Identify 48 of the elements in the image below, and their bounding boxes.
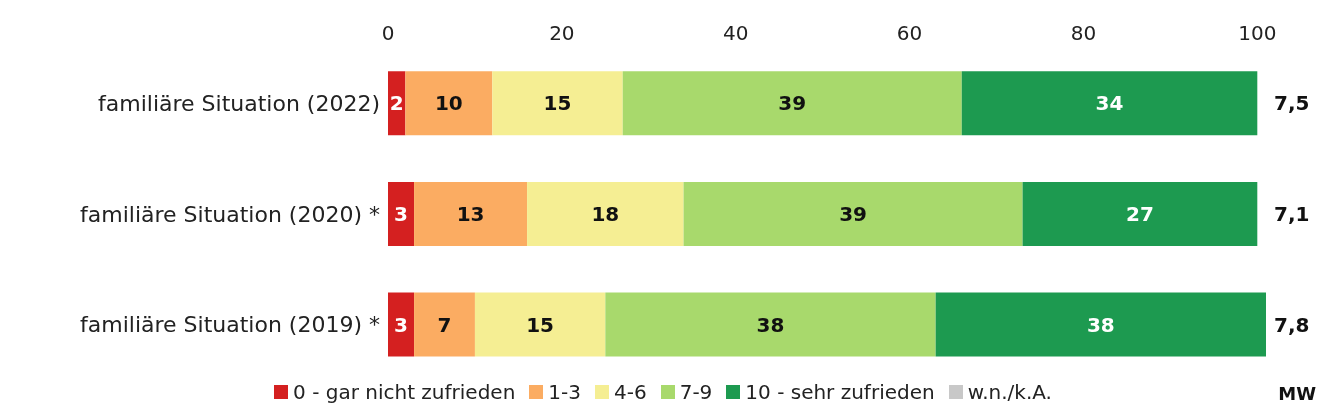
legend-label: 0 - gar nicht zufrieden: [292, 380, 516, 404]
x-tick-label: 80: [1070, 21, 1097, 45]
x-tick-label: 60: [896, 21, 923, 45]
bar: [474, 292, 606, 357]
y-tick-label: familiäre Situation (2020) *: [80, 201, 380, 227]
x-tick-label: 40: [723, 21, 749, 45]
data-label: 13: [456, 201, 485, 226]
bar: [605, 292, 936, 357]
bar: [414, 292, 475, 357]
x-tick-label: 20: [549, 21, 575, 45]
bar: [388, 181, 415, 246]
data-label: 38: [1086, 312, 1115, 337]
legend-label: 7-9: [678, 380, 713, 404]
bar: [414, 181, 528, 246]
text: 7,1: [1274, 202, 1310, 227]
bar: [961, 71, 1258, 136]
bar: [492, 71, 623, 136]
legend-label: 4-6: [613, 380, 647, 404]
bar: [405, 71, 493, 136]
data-label: 7: [437, 312, 452, 337]
bar: [622, 71, 962, 136]
bar: [1022, 181, 1258, 246]
x-tick-label: 100: [1238, 21, 1277, 45]
x-tick-label: 0: [381, 21, 395, 45]
data-label: 39: [839, 201, 867, 226]
data-label: 38: [756, 312, 785, 337]
data-label: 3: [394, 312, 408, 337]
data-label: 39: [778, 91, 807, 116]
bar: [527, 181, 684, 246]
data-label: 34: [1095, 91, 1124, 116]
y-tick-label: familiäre Situation (2022): [98, 91, 380, 117]
bar: [388, 292, 415, 357]
legend-label: 10 - sehr zufrieden: [744, 380, 935, 404]
data-label: 15: [543, 91, 572, 116]
bar: [683, 181, 1023, 246]
legend-label: w.n./k.A.: [966, 380, 1052, 404]
text: 7,5: [1274, 91, 1310, 116]
text: MW: [1278, 383, 1316, 404]
text: 7,8: [1274, 312, 1310, 337]
data-label: 3: [394, 201, 408, 226]
y-tick-label: familiäre Situation (2019) *: [80, 312, 380, 338]
bar: [935, 292, 1266, 357]
data-label: 27: [1126, 201, 1154, 226]
legend-label: 1-3: [547, 380, 581, 404]
data-label: 18: [591, 201, 620, 226]
data-label: 10: [434, 91, 463, 116]
data-label: 2: [389, 91, 404, 116]
data-label: 15: [526, 312, 555, 337]
